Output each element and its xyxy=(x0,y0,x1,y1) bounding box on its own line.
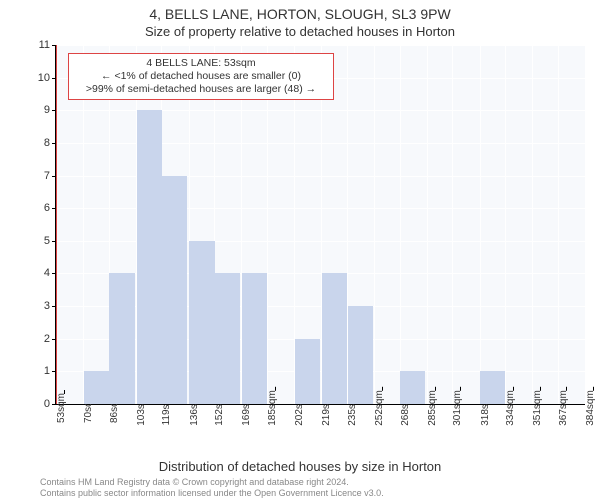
chart-subtitle: Size of property relative to detached ho… xyxy=(0,24,600,39)
histogram-bar xyxy=(242,273,267,404)
y-tick: 7 xyxy=(44,170,50,182)
credits-line-1: Contains HM Land Registry data © Crown c… xyxy=(40,477,590,487)
y-tick: 2 xyxy=(44,333,50,345)
y-tick: 8 xyxy=(44,137,50,149)
x-tick: 367sqm xyxy=(558,390,569,426)
histogram-bar xyxy=(162,176,187,404)
grid-v xyxy=(452,45,453,404)
y-tick: 10 xyxy=(38,72,50,84)
histogram-bar xyxy=(348,306,373,404)
y-tick: 3 xyxy=(44,300,50,312)
marker-line xyxy=(56,45,57,404)
grid-v xyxy=(480,45,481,404)
histogram-bar xyxy=(322,273,347,404)
histogram-bar xyxy=(137,110,162,404)
histogram-bar xyxy=(109,273,134,404)
credits: Contains HM Land Registry data © Crown c… xyxy=(40,477,590,498)
grid-v xyxy=(585,45,586,404)
x-tick: 334sqm xyxy=(505,390,516,426)
y-tick: 6 xyxy=(44,202,50,214)
annotation-line-3: >99% of semi-detached houses are larger … xyxy=(75,83,327,96)
x-tick: 301sqm xyxy=(452,390,463,426)
x-tick: 185sqm xyxy=(267,390,278,426)
grid-v xyxy=(532,45,533,404)
grid-v xyxy=(427,45,428,404)
x-tick: 252sqm xyxy=(374,390,385,426)
grid-v xyxy=(558,45,559,404)
figure: 4, BELLS LANE, HORTON, SLOUGH, SL3 9PW S… xyxy=(0,0,600,500)
histogram-bar xyxy=(295,339,320,404)
histogram-bar xyxy=(215,273,240,404)
x-tick: 53sqm xyxy=(56,393,67,423)
x-tick: 285sqm xyxy=(427,390,438,426)
grid-v xyxy=(374,45,375,404)
histogram-bar xyxy=(400,371,425,404)
annotation-line-2: ← <1% of detached houses are smaller (0) xyxy=(75,70,327,83)
x-axis-label: Distribution of detached houses by size … xyxy=(0,459,600,474)
y-tick: 11 xyxy=(39,39,50,51)
x-tick: 384sqm xyxy=(585,390,596,426)
y-tick: 0 xyxy=(44,398,50,410)
y-tick: 4 xyxy=(44,267,50,279)
annotation-box: 4 BELLS LANE: 53sqm← <1% of detached hou… xyxy=(68,53,334,100)
annotation-line-1: 4 BELLS LANE: 53sqm xyxy=(75,57,327,70)
x-tick: 351sqm xyxy=(532,390,543,426)
y-tick: 9 xyxy=(44,104,50,116)
chart-title: 4, BELLS LANE, HORTON, SLOUGH, SL3 9PW xyxy=(0,6,600,22)
histogram-bar xyxy=(84,371,109,404)
plot-area: 0123456789101153sqm70sqm86sqm103sqm119sq… xyxy=(55,45,585,405)
credits-line-2: Contains public sector information licen… xyxy=(40,488,590,498)
grid-v xyxy=(505,45,506,404)
grid-v xyxy=(400,45,401,404)
histogram-bar xyxy=(480,371,505,404)
y-tick: 5 xyxy=(44,235,50,247)
histogram-bar xyxy=(189,241,214,404)
y-tick: 1 xyxy=(44,365,50,377)
